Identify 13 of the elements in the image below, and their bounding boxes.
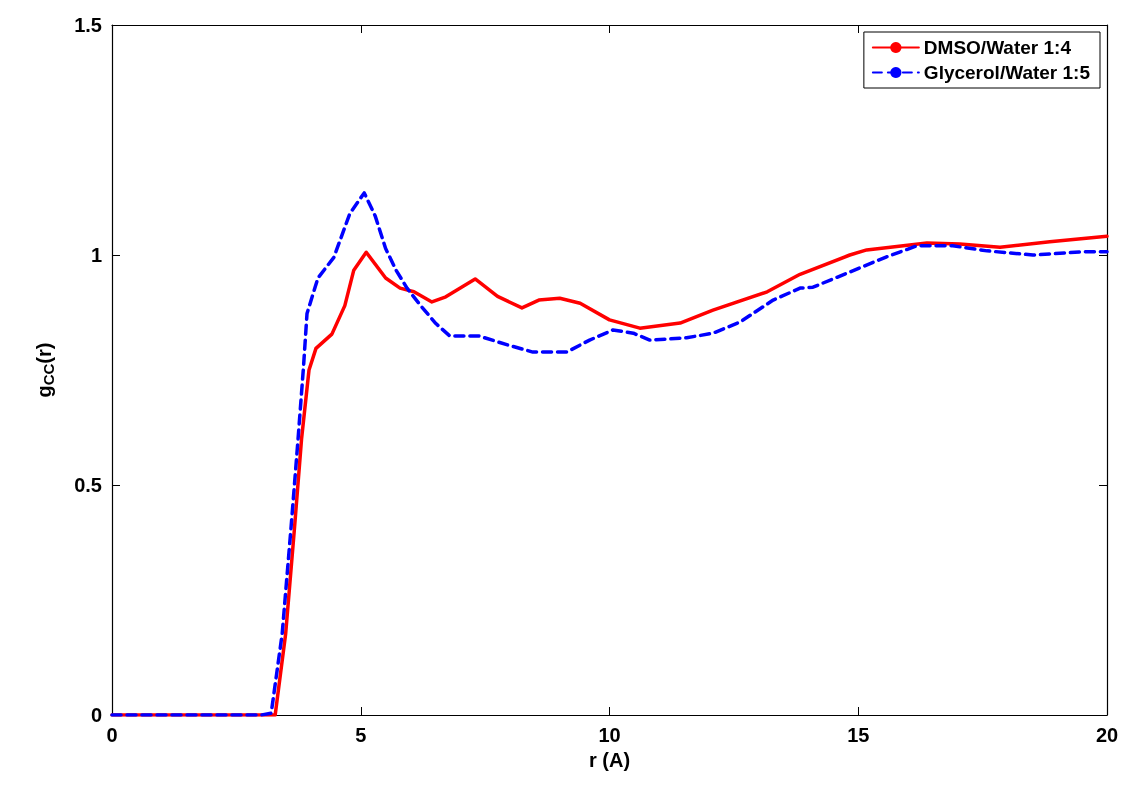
y-tick-label: 0.5 xyxy=(74,474,102,496)
x-tick-label: 10 xyxy=(598,724,621,746)
x-tick-label: 5 xyxy=(355,724,367,746)
x-tick-label: 20 xyxy=(1095,724,1119,746)
y-tick-label: 0 xyxy=(90,704,102,726)
x-tick-label: 0 xyxy=(106,724,118,746)
y-tick-label: 1 xyxy=(90,244,102,266)
x-tick-label: 15 xyxy=(847,724,870,746)
legend-label: Glycerol/Water 1:5 xyxy=(923,62,1091,83)
legend-label: DMSO/Water 1:4 xyxy=(923,37,1072,58)
x-axis-title: r (A) xyxy=(588,748,631,771)
y-tick-label: 1.5 xyxy=(74,14,102,36)
y-axis-title: gCC(r) xyxy=(33,342,57,398)
